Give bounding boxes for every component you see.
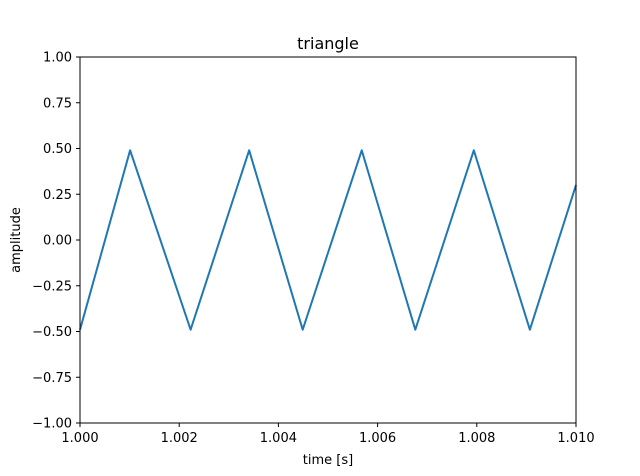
y-tick-label: 0.25: [43, 188, 72, 203]
series-line-0: [79, 149, 577, 331]
y-tick-label: −0.25: [32, 279, 72, 294]
x-tick-label: 1.006: [359, 431, 396, 446]
y-tick-label: 0.75: [43, 96, 72, 111]
plot-frame: [79, 56, 577, 424]
x-tick-label: 1.008: [458, 431, 495, 446]
y-tick-label: 0.50: [43, 142, 72, 157]
y-tick-label: −0.50: [32, 325, 72, 340]
x-tick-label: 1.010: [557, 431, 594, 446]
x-axis-ticks: 1.000 1.002 1.004 1.006 1.008 1.010: [61, 423, 595, 446]
plot-area: [80, 57, 576, 423]
y-axis-label: amplitude: [9, 207, 24, 273]
x-tick-label: 1.002: [161, 431, 198, 446]
x-tick-label: 1.004: [260, 431, 297, 446]
chart-title: triangle: [297, 34, 359, 53]
y-tick-label: −1.00: [32, 417, 72, 432]
y-tick-label: −0.75: [32, 371, 72, 386]
series-layer: [79, 149, 577, 331]
y-tick-label: 1.00: [43, 51, 72, 66]
x-axis-label: time [s]: [303, 453, 353, 468]
y-axis-ticks: 1.00 0.75 0.50 0.25 0.00 −0.25 −0.50 −0.75 −1.00: [32, 51, 80, 432]
x-tick-label: 1.000: [61, 431, 98, 446]
y-tick-label: 0.00: [43, 234, 72, 249]
